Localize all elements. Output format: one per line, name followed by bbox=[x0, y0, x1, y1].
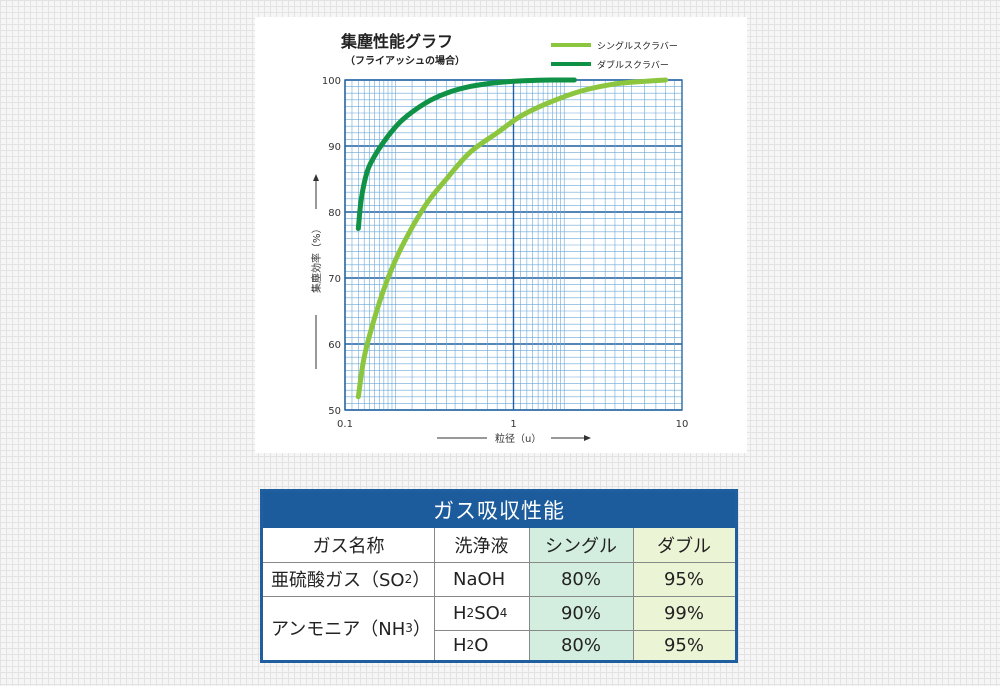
liquid-h2so4: H 2 SO 4 bbox=[453, 602, 508, 624]
single-h2o: 80% bbox=[560, 634, 601, 656]
legend-label-double: ダブルスクラバー bbox=[597, 59, 669, 71]
x-axis-label: 粒径（u） bbox=[495, 432, 541, 445]
y-tick-label: 100 bbox=[322, 76, 341, 87]
series-layer bbox=[355, 77, 669, 400]
y-axis-label: 集塵効率（%） bbox=[310, 223, 323, 293]
tick-labels: 0.1 1 10 50 60 70 80 90 100 bbox=[322, 76, 688, 430]
legend-label-single: シングルスクラバー bbox=[597, 40, 678, 52]
chart-title: 集塵性能グラフ bbox=[340, 32, 453, 51]
double-h2o: 95% bbox=[663, 634, 704, 656]
chart-svg: 0.1 1 10 50 60 70 80 90 100 集塵性能グラフ （フライアッシュの場合）… bbox=[310, 32, 688, 445]
header-liquid: 洗浄液 bbox=[454, 536, 509, 557]
double-column-bg bbox=[633, 528, 735, 660]
gas-name-so2: 亜硫酸ガス（SO 2） bbox=[271, 570, 431, 591]
single-column-bg bbox=[529, 528, 633, 660]
chart-subtitle: （フライアッシュの場合） bbox=[345, 54, 465, 67]
header-double: ダブル bbox=[657, 536, 711, 557]
y-tick-label: 90 bbox=[328, 142, 341, 153]
y-tick-label: 70 bbox=[328, 274, 341, 285]
header-gas-name: ガス名称 bbox=[312, 536, 385, 557]
y-tick-label: 80 bbox=[328, 208, 341, 219]
gas-absorption-table: ガス吸収性能 ガス名称 洗浄液 シングル ダブル 亜硫酸ガス（SO 2） NaOH… bbox=[260, 489, 738, 663]
liquid-naoh: NaOH bbox=[453, 568, 506, 590]
header-single: シングル bbox=[545, 536, 617, 557]
gas-name-nh3: アンモニア（NH 3） bbox=[271, 619, 431, 640]
x-tick-label: 0.1 bbox=[337, 419, 353, 430]
x-tick-label: 10 bbox=[676, 419, 689, 430]
x-axis-arrowhead bbox=[584, 435, 591, 441]
series-line-single bbox=[355, 77, 669, 400]
y-tick-label: 60 bbox=[328, 340, 341, 351]
double-h2so4: 99% bbox=[663, 602, 704, 624]
single-so2: 80% bbox=[560, 568, 601, 590]
series-line-double bbox=[355, 77, 577, 231]
double-so2: 95% bbox=[663, 568, 704, 590]
table-title: ガス吸収性能 bbox=[263, 492, 735, 528]
y-axis-arrowhead bbox=[313, 174, 319, 181]
y-tick-label: 50 bbox=[328, 406, 341, 417]
x-tick-label: 1 bbox=[510, 419, 516, 430]
chart-panel: 0.1 1 10 50 60 70 80 90 100 集塵性能グラフ （フライアッシュの場合）… bbox=[255, 17, 747, 453]
single-h2so4: 90% bbox=[560, 602, 601, 624]
